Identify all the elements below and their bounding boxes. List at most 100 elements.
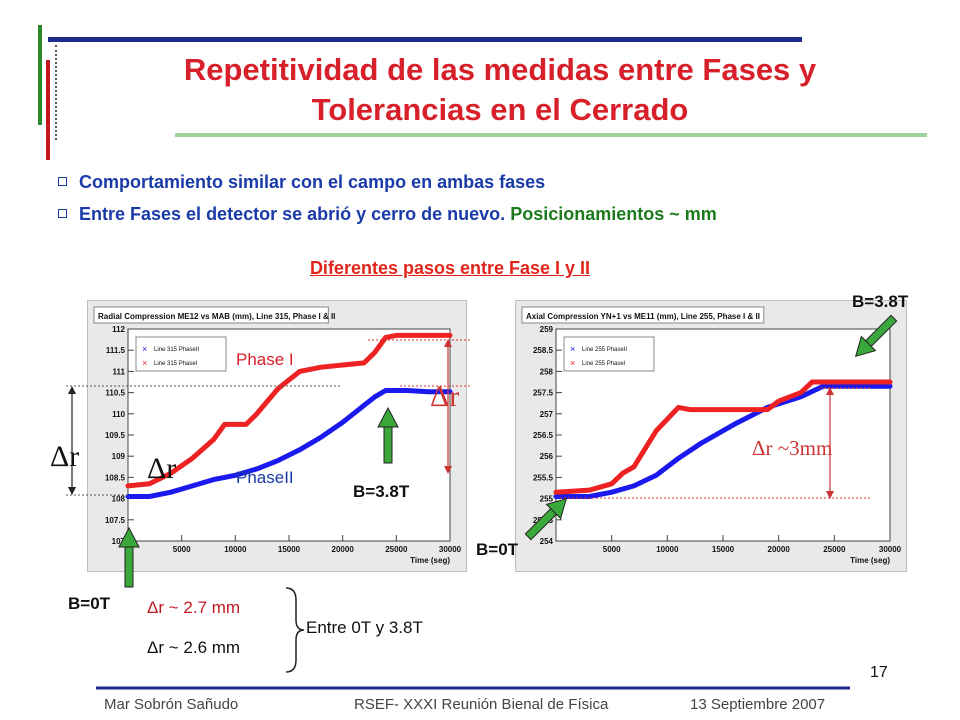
footer-date: 13 Septiembre 2007 (690, 696, 826, 713)
right-b-low-label: B=0T (476, 540, 519, 559)
accent-bar-red-vertical (46, 60, 50, 160)
x-axis-label: Time (seg) (850, 556, 890, 565)
y-tick-label: 109 (112, 452, 126, 461)
left-chart: Radial Compression ME12 vs MAB (mm), Lin… (93, 306, 462, 565)
x-tick-label: 10000 (224, 545, 247, 554)
x-tick-label: 25000 (385, 545, 408, 554)
chart-legend: × Line 255 PhaseII × Line 255 PhaseI (563, 336, 655, 372)
legend-box (563, 336, 655, 372)
delta-axial-label: Δr ~3mm (752, 436, 833, 460)
y-tick-label: 108.5 (105, 473, 126, 482)
y-tick-label: 112 (112, 325, 125, 334)
footer-event: RSEF- XXXI Reunión Bienal de Física (354, 696, 609, 713)
series-line (553, 383, 893, 499)
x-tick-label: 20000 (332, 545, 355, 554)
page-number: 17 (870, 664, 888, 681)
chart-title-box (93, 306, 329, 324)
bullet-square-icon (58, 176, 67, 186)
legend-label: Line 255 PhaseI (582, 361, 626, 367)
delta-right-arrowhead-up (444, 339, 452, 347)
accent-bar-green-title (175, 133, 927, 137)
y-tick-label: 110 (112, 410, 125, 419)
y-tick-label: 256.5 (533, 431, 554, 440)
right-chart: Axial Compression YN+1 vs ME11 (mm), Lin… (521, 306, 902, 565)
accent-bar-green-vertical (38, 25, 42, 125)
section-subtitle: Diferentes pasos entre Fase I y II (309, 258, 591, 278)
bullet-1-text: Comportamiento similar con el campo en a… (79, 172, 546, 192)
x-tick-label: 30000 (879, 545, 902, 554)
bullet-item-1: Comportamiento similar con el campo en a… (58, 172, 545, 193)
y-tick-label: 109.5 (105, 431, 126, 440)
bullet-item-2: Entre Fases el detector se abrió y cerro… (58, 204, 717, 225)
delta-mid-label: Δr (147, 452, 177, 485)
x-tick-label: 20000 (768, 545, 791, 554)
chart-title: Axial Compression YN+1 vs ME11 (mm), Lin… (526, 312, 760, 321)
series-line (125, 332, 453, 489)
bullet-square-icon (58, 208, 67, 218)
brace-label: Entre 0T y 3.8T (306, 618, 423, 637)
y-tick-label: 257.5 (533, 389, 554, 398)
legend-label: Line 315 PhaseI (154, 361, 198, 367)
y-tick-label: 258.5 (533, 346, 554, 355)
y-tick-label: 255.5 (533, 473, 554, 482)
y-tick-label: 107.5 (105, 516, 126, 525)
legend-marker: × (142, 358, 147, 368)
left-chart-panel: Radial Compression ME12 vs MAB (mm), Lin… (87, 300, 467, 572)
x-tick-label: 15000 (712, 545, 735, 554)
y-tick-label: 255 (540, 495, 554, 504)
title-line-1: Repetitividad de las medidas entre Fases… (183, 52, 817, 87)
slide-title: Repetitividad de las medidas entre Fases… (60, 50, 940, 130)
legend-box (135, 336, 227, 372)
y-tick-label: 259 (540, 325, 554, 334)
curly-brace (285, 587, 305, 673)
green-arrow-icon (854, 314, 898, 358)
y-tick-label: 257 (540, 410, 554, 419)
title-line-2: Tolerancias en el Cerrado (311, 92, 689, 127)
delta-left-label: Δr (50, 440, 80, 473)
green-arrow-icon (524, 497, 568, 541)
y-tick-label: 254 (540, 537, 554, 546)
legend-label: Line 315 PhaseII (154, 347, 199, 353)
x-tick-label: 30000 (439, 545, 462, 554)
stat-phase1: Δr ~ 2.7 mm (147, 598, 241, 617)
y-tick-label: 111 (113, 367, 126, 376)
x-axis-label: Time (seg) (410, 556, 450, 565)
green-arrow-icon (377, 406, 399, 464)
legend-label: Line 255 PhaseII (582, 347, 627, 353)
x-tick-label: 5000 (173, 545, 191, 554)
delta-axial-arrowhead-down (826, 491, 834, 499)
left-b-low-label: B=0T (68, 594, 111, 613)
y-tick-label: 256 (540, 452, 554, 461)
legend-marker: × (570, 358, 575, 368)
delta-right-label: Δr (430, 380, 460, 413)
right-b-high-label: B=3.8T (852, 292, 909, 311)
phase1-label: Phase I (236, 350, 294, 369)
accent-dotted-line (55, 45, 57, 140)
green-arrow-icon (118, 526, 140, 588)
chart-title-box (521, 306, 765, 324)
x-tick-label: 25000 (823, 545, 846, 554)
x-tick-label: 15000 (278, 545, 301, 554)
footer-author: Mar Sobrón Sañudo (104, 696, 239, 713)
legend-marker: × (142, 344, 147, 354)
bullet-2-highlight: Posicionamientos ~ mm (510, 204, 717, 224)
delta-left-arrowhead-up (68, 386, 76, 394)
chart-legend: × Line 315 PhaseII × Line 315 PhaseI (135, 336, 227, 372)
series-line (553, 379, 893, 495)
y-tick-label: 108 (112, 495, 126, 504)
delta-axial-arrowhead-up (826, 387, 834, 395)
x-tick-label: 10000 (656, 545, 679, 554)
bullet-2-text: Entre Fases el detector se abrió y cerro… (79, 204, 506, 224)
y-tick-label: 258 (540, 367, 554, 376)
x-tick-label: 5000 (603, 545, 621, 554)
left-b-high-label: B=3.8T (353, 482, 410, 501)
legend-marker: × (570, 344, 575, 354)
delta-left-arrowhead-down (68, 487, 76, 495)
series-line (125, 388, 453, 499)
y-tick-label: 110.5 (105, 389, 125, 398)
stat-phase2: Δr ~ 2.6 mm (147, 638, 241, 657)
chart-title: Radial Compression ME12 vs MAB (mm), Lin… (98, 312, 335, 321)
delta-right-arrowhead-down (444, 466, 452, 474)
y-tick-label: 111.5 (106, 346, 126, 355)
